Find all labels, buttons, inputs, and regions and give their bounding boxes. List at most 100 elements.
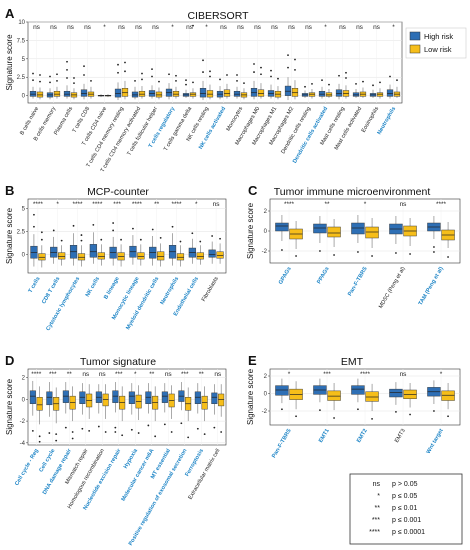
low-risk-outlier: [41, 231, 43, 233]
low-risk-outlier: [105, 431, 107, 433]
low-risk-label: Low risk: [424, 45, 452, 54]
significance-label: **: [149, 371, 155, 378]
low-risk-box: [309, 93, 315, 97]
high-risk-outlier: [191, 232, 193, 234]
high-risk-outlier: [48, 432, 50, 434]
high-risk-outlier: [66, 77, 68, 79]
y-tick-label: 0: [264, 229, 268, 235]
key-threshold: p > 0.05: [392, 481, 418, 488]
key-threshold: p ≤ 0.001: [392, 517, 421, 524]
y-tick-label: 2.5: [17, 229, 26, 235]
panel-letter: B: [5, 183, 14, 198]
high-risk-outlier: [172, 226, 174, 228]
low-risk-outlier: [328, 84, 330, 86]
high-risk-box: [64, 91, 70, 96]
low-risk-outlier: [124, 70, 126, 72]
low-risk-outlier: [124, 62, 126, 64]
y-tick-label: -4: [20, 441, 26, 447]
high-risk-box: [129, 392, 135, 404]
significance-label: ns: [50, 24, 58, 31]
low-risk-outlier: [55, 433, 57, 435]
significance-label: ****: [360, 371, 371, 378]
low-risk-outlier: [362, 81, 364, 83]
significance-label: **: [324, 201, 330, 208]
low-risk-box: [98, 253, 105, 259]
low-risk-outlier: [154, 435, 156, 437]
low-risk-outlier: [56, 80, 58, 82]
high-risk-outlier: [357, 251, 359, 253]
high-risk-outlier: [32, 430, 34, 432]
significance-label: ns: [152, 24, 160, 31]
significance-label: ****: [92, 201, 103, 208]
category-label: EMT3: [394, 428, 407, 444]
high-risk-box: [387, 90, 393, 97]
high-risk-box: [313, 224, 326, 233]
high-risk-box: [113, 391, 119, 403]
high-risk-box: [30, 91, 36, 96]
low-risk-outlier: [141, 73, 143, 75]
high-risk-outlier: [213, 427, 215, 429]
low-risk-outlier: [447, 256, 449, 258]
low-risk-box: [39, 254, 46, 260]
y-tick-label: 2: [22, 376, 26, 382]
significance-label: ns: [288, 24, 296, 31]
low-risk-outlier: [260, 67, 262, 69]
high-risk-outlier: [319, 250, 321, 252]
low-risk-outlier: [73, 82, 75, 84]
category-label: GPAGs: [278, 266, 293, 286]
high-risk-box: [275, 223, 288, 231]
category-label: B lineage: [103, 276, 121, 301]
low-risk-outlier: [409, 414, 411, 416]
high-risk-outlier: [211, 235, 213, 237]
high-risk-box: [146, 392, 152, 404]
low-risk-outlier: [333, 417, 335, 419]
significance-label: ns: [400, 371, 408, 378]
high-risk-label: High risk: [424, 32, 453, 41]
category-label: Fibroblasts: [201, 276, 220, 303]
significance-label: ns: [118, 24, 126, 31]
high-risk-outlier: [433, 410, 435, 412]
significance-label: ***: [181, 371, 189, 378]
y-axis-label: Signature score: [246, 368, 255, 425]
low-risk-outlier: [90, 80, 92, 82]
low-risk-outlier: [72, 438, 74, 440]
high-risk-outlier: [287, 67, 289, 69]
high-risk-box: [31, 246, 38, 258]
y-tick-label: 2: [264, 209, 268, 215]
y-tick-label: 0: [22, 94, 26, 100]
high-risk-box: [336, 90, 342, 97]
high-risk-outlier: [81, 428, 83, 430]
low-risk-box: [58, 253, 65, 259]
low-risk-outlier: [158, 81, 160, 83]
low-risk-box: [157, 252, 164, 260]
low-risk-box: [326, 93, 332, 97]
low-risk-outlier: [295, 255, 297, 257]
high-risk-outlier: [304, 86, 306, 88]
significance-label: ns: [84, 24, 92, 31]
category-label: Pan-F-TBRS: [271, 428, 293, 459]
low-risk-box: [442, 391, 455, 401]
high-risk-box: [285, 86, 291, 96]
low-risk-box: [366, 392, 379, 402]
high-risk-outlier: [338, 75, 340, 77]
low-risk-box: [37, 92, 43, 97]
category-label: NK cells: [85, 276, 101, 298]
high-risk-outlier: [197, 428, 199, 430]
low-risk-outlier: [345, 72, 347, 74]
significance-label: ns: [400, 201, 408, 208]
low-risk-box: [139, 91, 145, 96]
significance-label: ns: [82, 371, 90, 378]
key-threshold: p ≤ 0.0001: [392, 529, 425, 536]
low-risk-outlier: [55, 440, 57, 442]
high-risk-outlier: [33, 226, 35, 228]
low-risk-box: [138, 253, 145, 259]
high-risk-outlier: [66, 69, 68, 71]
key-threshold: p ≤ 0.01: [392, 505, 417, 512]
high-risk-outlier: [180, 422, 182, 424]
significance-label: ns: [373, 24, 381, 31]
y-tick-label: 0: [22, 397, 26, 403]
significance-label: ****: [31, 371, 42, 378]
significance-label: **: [154, 201, 160, 208]
high-risk-outlier: [395, 252, 397, 254]
high-risk-outlier: [168, 73, 170, 75]
